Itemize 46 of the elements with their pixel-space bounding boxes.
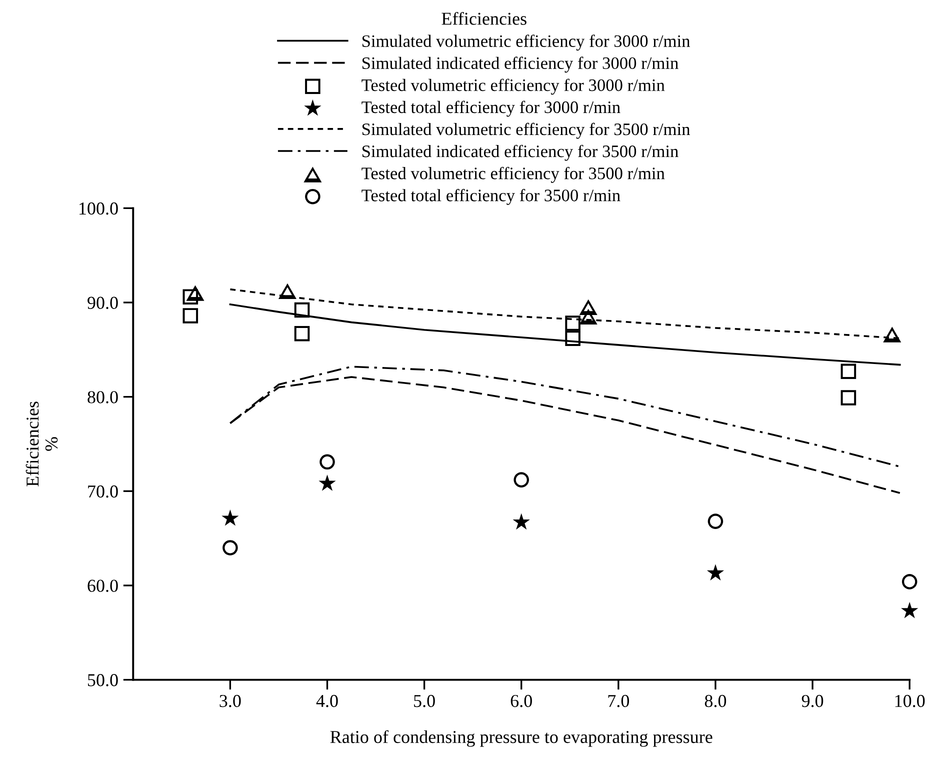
x-tick-label: 7.0 — [608, 694, 630, 708]
x-tick-label: 9.0 — [802, 694, 824, 708]
legend-label: Simulated indicated efficiency for 3500 r/min — [362, 144, 678, 161]
legend-label: Simulated volumetric efficiency for 3500 r/min — [362, 122, 690, 139]
x-tick-label: 6.0 — [510, 694, 532, 708]
x-tick-label: 3.0 — [220, 694, 241, 708]
point — [901, 602, 918, 618]
legend-label: Simulated volumetric efficiency for 3000 r/min — [362, 34, 690, 51]
x-tick-label: 5.0 — [414, 694, 435, 708]
legend-label: Simulated indicated efficiency for 3000 r/min — [362, 56, 678, 73]
point — [579, 308, 598, 324]
point — [512, 513, 530, 530]
y-tick-label: 60.0 — [88, 580, 118, 592]
point — [565, 330, 580, 346]
point — [294, 302, 310, 318]
point — [318, 474, 336, 491]
point — [840, 364, 856, 379]
point — [186, 285, 204, 301]
point — [565, 316, 580, 331]
point — [706, 564, 724, 581]
y-axis-title: Efficiencies % — [26, 402, 58, 486]
y-tick-label: 50.0 — [88, 674, 118, 686]
x-axis-title: Ratio of condensing pressure to evaporating pressure — [330, 730, 712, 747]
legend-label: Tested total efficiency for 3000 r/min — [362, 100, 620, 117]
x-tick-label: 10.0 — [895, 694, 925, 708]
point — [294, 326, 310, 342]
point — [883, 326, 902, 342]
point — [514, 472, 529, 488]
y-tick-label: 90.0 — [88, 296, 118, 310]
legend-title: Efficiencies — [442, 12, 526, 25]
legend-label: Tested volumetric efficiency for 3000 r/min — [362, 78, 665, 95]
point — [320, 454, 335, 470]
legend-label: Tested total efficiency for 3500 r/min — [362, 188, 620, 205]
point — [708, 514, 724, 529]
x-tick-label: 4.0 — [316, 694, 338, 708]
y-tick-label: 80.0 — [88, 391, 118, 404]
x-tick-label: 8.0 — [704, 694, 726, 708]
point — [222, 540, 238, 556]
y-tick-label: 70.0 — [88, 485, 118, 498]
point — [902, 574, 918, 590]
legend-label: Tested volumetric efficiency for 3500 r/min — [362, 166, 665, 183]
point — [182, 308, 198, 324]
point — [278, 283, 296, 299]
point — [840, 390, 856, 406]
y-tick-label: 100.0 — [80, 202, 118, 215]
point — [222, 509, 239, 526]
